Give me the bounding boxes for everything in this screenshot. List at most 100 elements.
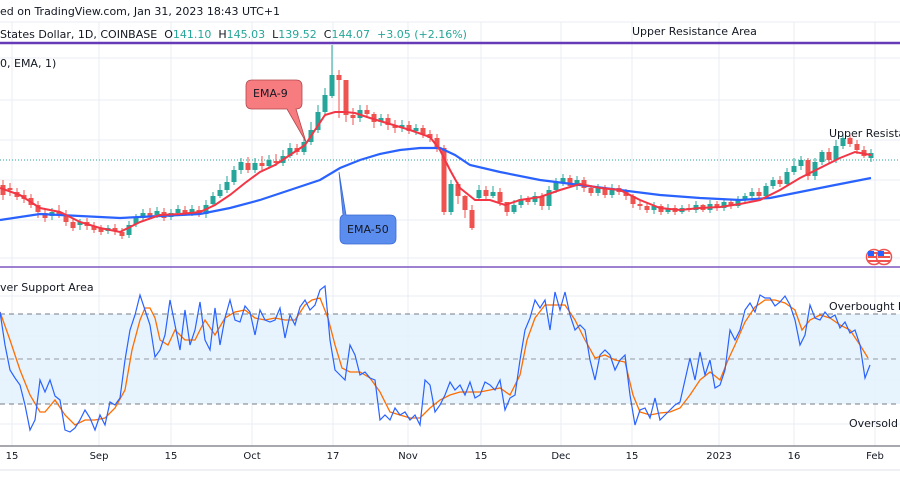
candle-body — [266, 160, 272, 166]
ema50-callout[interactable] — [338, 171, 397, 245]
candle-body — [133, 218, 139, 224]
candle-body — [147, 213, 153, 216]
candle-body — [350, 115, 356, 118]
candle-body — [448, 184, 454, 212]
x-tick-label: 17 — [326, 451, 340, 462]
x-tick-label: 15 — [625, 451, 639, 462]
low-value: 139.52 — [278, 28, 317, 41]
candle-body — [273, 161, 279, 163]
candle-body — [434, 138, 440, 148]
candle-body — [483, 190, 489, 196]
candle-body — [63, 215, 69, 222]
lower-support-label: ver Support Area — [0, 281, 94, 294]
candle-body — [525, 199, 531, 202]
x-tick-label: 16 — [787, 451, 801, 462]
candle-body — [189, 209, 195, 213]
x-tick-label: Feb — [866, 451, 884, 462]
candle-body — [854, 144, 860, 150]
published-info: ed on TradingView.com, Jan 31, 2023 18:4… — [0, 5, 281, 18]
indicator-legend[interactable]: 0, EMA, 1) — [0, 57, 57, 70]
x-tick-label: 2023 — [706, 451, 732, 462]
candle-body — [546, 190, 552, 206]
overbought-label: Overbought R — [829, 300, 900, 313]
candle-body — [532, 196, 538, 202]
candle-body — [728, 202, 734, 206]
candle-body — [98, 228, 104, 232]
candle-body — [42, 213, 48, 218]
high-label: H — [218, 28, 227, 41]
candle-body — [469, 210, 475, 228]
candle-body — [714, 204, 720, 208]
candle-body — [385, 118, 391, 125]
change-value: +3.05 (+2.16%) — [376, 28, 467, 41]
candle-body — [175, 209, 181, 213]
open-label: O — [164, 28, 173, 41]
candle-body — [259, 163, 265, 166]
ema9-callout-shape — [245, 79, 307, 143]
candle-body — [364, 110, 370, 114]
candle-body — [336, 75, 342, 80]
symbol-legend: States Dollar, 1D, COINBASE O141.10 H145… — [0, 28, 467, 41]
candle-body — [840, 138, 846, 146]
candle-body — [119, 232, 125, 236]
open-value: 141.10 — [172, 28, 212, 41]
candle-body — [742, 196, 748, 200]
candle-body — [406, 125, 412, 131]
ema9-callout-label: EMA-9 — [253, 87, 288, 100]
candle-body — [588, 188, 594, 193]
candle-body — [497, 192, 503, 202]
low-label: L — [272, 28, 279, 41]
candle-body — [35, 205, 41, 212]
candle-body — [665, 208, 671, 212]
close-label: C — [323, 28, 332, 41]
candle-body — [805, 160, 811, 176]
candle-body — [287, 148, 293, 156]
ema50-line[interactable] — [0, 146, 872, 222]
candle-body — [749, 192, 755, 196]
candle-body — [301, 142, 307, 152]
candle-body — [553, 182, 559, 190]
x-tick-label: Nov — [398, 451, 418, 462]
candle-body — [630, 196, 636, 204]
stoch-d-line[interactable] — [0, 297, 869, 426]
x-tick-label: 15 — [474, 451, 488, 462]
high-value: 145.03 — [226, 28, 266, 41]
candle-body — [217, 190, 223, 196]
candle-body — [413, 128, 419, 131]
candle-body — [560, 178, 566, 182]
ema50-callout-label: EMA-50 — [347, 223, 389, 236]
x-tick-label: 15 — [5, 451, 19, 462]
candle-body — [210, 196, 216, 204]
candle-body — [77, 222, 83, 225]
candle-body — [735, 200, 741, 206]
stoch-k-line[interactable] — [0, 284, 871, 433]
candle-body — [112, 228, 118, 231]
candle-body — [567, 178, 573, 186]
candle-body — [7, 188, 13, 190]
candle-body — [756, 192, 762, 196]
candle-body — [238, 162, 244, 170]
candle-body — [812, 162, 818, 176]
candle-body — [462, 196, 468, 210]
candle-body — [441, 148, 447, 212]
ema9-callout[interactable] — [245, 79, 307, 143]
x-tick-label: Oct — [243, 451, 261, 462]
symbol-name: States Dollar, 1D, COINBASE — [0, 28, 158, 41]
oversold-label: Oversold — [849, 417, 898, 430]
upper-resistance-right-label: Upper Resista — [829, 127, 900, 140]
x-tick-label: Sep — [89, 451, 109, 462]
candle-body — [609, 188, 615, 195]
candle-body — [126, 225, 132, 235]
x-tick-label: Dec — [551, 451, 571, 462]
ema9-line[interactable] — [0, 111, 872, 234]
candle-body — [455, 184, 461, 196]
candle-body — [644, 206, 650, 210]
candle-body — [539, 196, 545, 206]
candle-body — [154, 211, 160, 215]
candle-body — [231, 170, 237, 182]
us-flag-icon-2[interactable] — [875, 248, 893, 266]
candle-body — [329, 75, 335, 96]
candle-body — [182, 210, 188, 213]
candle-body — [322, 95, 328, 112]
